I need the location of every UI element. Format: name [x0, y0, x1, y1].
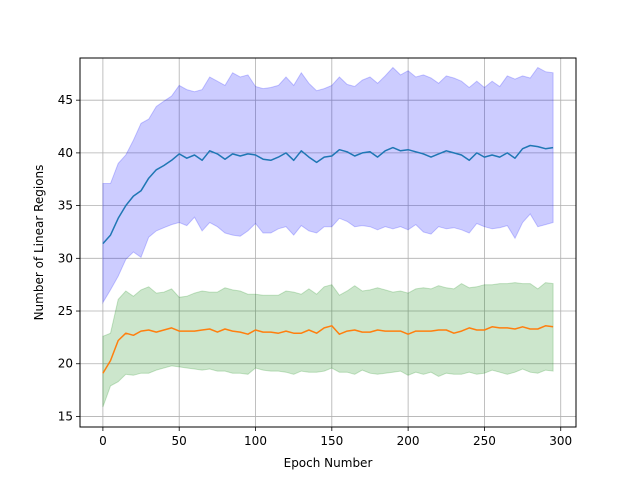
x-tick-label: 300 [549, 434, 572, 448]
y-tick-label: 35 [58, 199, 73, 213]
x-tick-label: 100 [244, 434, 267, 448]
x-tick-label: 50 [172, 434, 187, 448]
y-tick-label: 15 [58, 409, 73, 423]
y-tick-label: 25 [58, 304, 73, 318]
series-2-line [102, 325, 554, 374]
y-tick-label: 45 [58, 93, 73, 107]
x-tick-label: 150 [320, 434, 343, 448]
plot-frame [79, 57, 577, 428]
x-tick-label: 250 [473, 434, 496, 448]
x-tick-label: 200 [397, 434, 420, 448]
y-tick-label: 20 [58, 357, 73, 371]
series-1-line [102, 144, 554, 245]
x-axis-label: Epoch Number [284, 456, 373, 470]
series-1-band [102, 66, 554, 305]
series-2-band [102, 282, 554, 408]
y-axis-label: Number of Linear Regions [32, 165, 46, 321]
confidence-bands [102, 66, 554, 408]
y-tick-label: 30 [58, 251, 73, 265]
axis-ticks: 0 50 100 150 200 250 300 15 20 25 30 35 40 45 [58, 93, 572, 448]
series-lines [102, 144, 554, 374]
y-tick-label: 40 [58, 146, 73, 160]
grid [80, 58, 576, 427]
x-tick-label: 0 [99, 434, 107, 448]
